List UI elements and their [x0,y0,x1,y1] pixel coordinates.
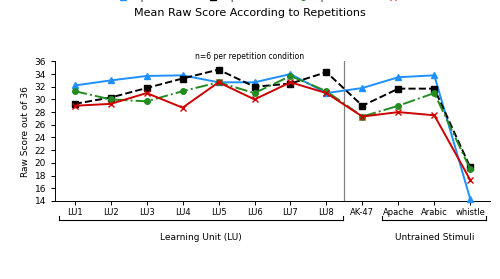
3 presentations [288,82,294,85]
3 presentations [108,96,114,99]
Y-axis label: Raw Score out of 36: Raw Score out of 36 [22,86,30,177]
3 presentations [72,102,78,105]
4 presentations [180,74,186,77]
4 presentations [252,81,258,84]
2 presentations [432,92,438,95]
2 presentations [180,90,186,93]
Pilot 2 [108,102,114,105]
Pilot 2 [396,110,402,114]
Line: Pilot 2: Pilot 2 [72,80,473,183]
Pilot 2 [72,104,78,107]
Text: n=6 per repetition condition: n=6 per repetition condition [196,52,304,61]
Text: Learning Unit (LU): Learning Unit (LU) [160,233,242,242]
3 presentations [360,104,366,107]
3 presentations [324,71,330,74]
3 presentations [396,87,402,90]
Pilot 2 [324,92,330,95]
Pilot 2 [360,115,366,118]
4 presentations [288,72,294,76]
Pilot 2 [180,106,186,109]
2 presentations [288,74,294,78]
3 presentations [144,86,150,90]
Text: Mean Raw Score According to Repetitions: Mean Raw Score According to Repetitions [134,8,366,18]
2 presentations [467,167,473,171]
3 presentations [432,87,438,90]
2 presentations [396,104,402,107]
4 presentations [324,92,330,95]
3 presentations [180,77,186,80]
4 presentations [144,74,150,78]
4 presentations [216,81,222,84]
Pilot 2 [467,178,473,182]
2 presentations [324,90,330,93]
2 presentations [108,98,114,101]
3 presentations [252,85,258,88]
4 presentations [467,197,473,201]
Pilot 2 [432,114,438,117]
Text: Untrained Stimuli: Untrained Stimuli [394,233,474,242]
Line: 3 presentations: 3 presentations [72,67,473,170]
2 presentations [252,92,258,95]
Pilot 2 [144,92,150,95]
4 presentations [432,74,438,77]
2 presentations [216,81,222,84]
3 presentations [467,166,473,169]
Pilot 2 [288,81,294,84]
Line: 4 presentations: 4 presentations [72,71,473,202]
4 presentations [72,84,78,87]
2 presentations [144,100,150,103]
3 presentations [216,68,222,71]
2 presentations [72,90,78,93]
2 presentations [360,115,366,118]
4 presentations [108,79,114,82]
Line: 2 presentations: 2 presentations [72,73,473,172]
4 presentations [396,76,402,79]
4 presentations [360,86,366,90]
Legend: 4 presentations, 3 presentations, 2 presentations, Pilot 2: 4 presentations, 3 presentations, 2 pres… [116,0,429,2]
Pilot 2 [252,98,258,101]
Pilot 2 [216,81,222,84]
